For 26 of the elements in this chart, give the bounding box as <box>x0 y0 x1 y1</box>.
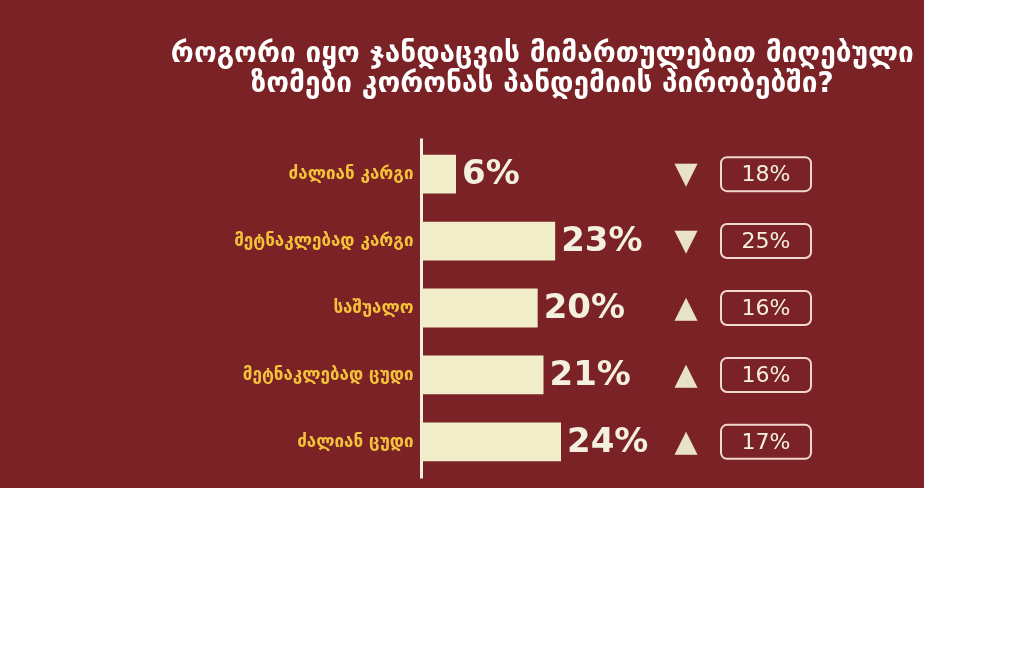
data-label: 20% <box>543 286 626 326</box>
y-tick-label: ძალიან ცუდი <box>297 430 414 451</box>
text: 17% <box>741 428 791 454</box>
data-label: 21% <box>549 352 631 393</box>
text: 18% <box>741 161 791 187</box>
y-tick-label: მეტნაკლებად კარგი <box>234 230 414 251</box>
y-tick-label: ძალიან კარგი <box>288 163 414 184</box>
text: ▲ <box>674 355 698 391</box>
bar <box>421 355 544 395</box>
data-label: 24% <box>567 419 649 460</box>
text: 16% <box>741 295 791 320</box>
bar <box>421 288 538 328</box>
text: ▲ <box>674 422 698 458</box>
text: 25% <box>741 228 791 254</box>
bar <box>421 422 561 462</box>
bar <box>421 154 456 194</box>
text: ▼ <box>674 155 698 191</box>
y-tick-label: საშუალო <box>333 297 414 317</box>
data-label: 6% <box>462 152 520 193</box>
y-tick-label: მეტნაკლებად ცუდი <box>242 363 414 384</box>
text: ▲ <box>674 289 698 324</box>
text: 16% <box>741 361 791 387</box>
bar <box>421 221 556 261</box>
text: როგორი იყო ჯანდაცვის მიმართულებით მიღებული <box>170 36 914 69</box>
text: ▼ <box>674 222 698 258</box>
data-label: 23% <box>561 219 643 260</box>
